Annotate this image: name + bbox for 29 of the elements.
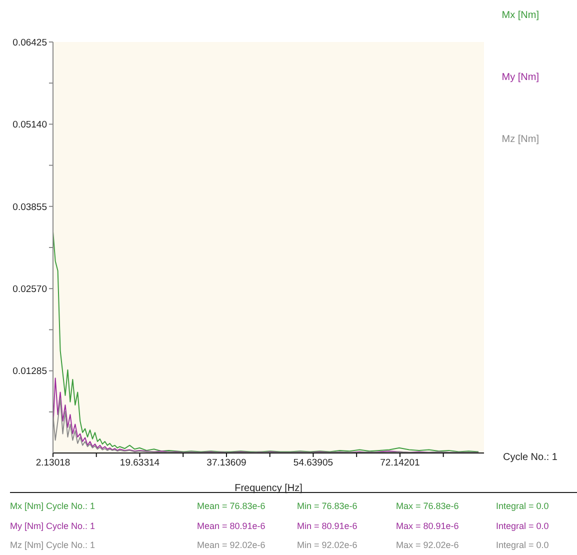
text: Min = 76.83e-6 [297, 501, 358, 511]
text: Integral = 0.0 [496, 540, 549, 550]
text: Integral = 0.0 [496, 501, 549, 511]
text: Cycle No.: 1 [503, 452, 558, 463]
y-tick-label: 0.01285 [12, 366, 47, 378]
x-tick-label: 19.63314 [120, 458, 160, 469]
text: Mean = 76.83e-6 [197, 501, 266, 511]
x-tick-label: 54.63905 [293, 458, 334, 469]
y-tick-label: 0.05140 [12, 120, 47, 131]
y-tick-label: 0.02570 [12, 284, 47, 295]
text: Mx [Nm] [502, 9, 539, 23]
x-tick-label: 37.13609 [206, 458, 246, 469]
text: Mx [Nm] Cycle No.: 1 [10, 501, 96, 511]
text: My [Nm] [502, 71, 539, 85]
text: Mz [Nm] [502, 133, 539, 147]
y-tick-label: 0.06425 [12, 37, 47, 48]
text: Min = 92.02e-6 [297, 540, 358, 550]
y-tick-label: 0.03855 [12, 202, 47, 213]
text: Max = 80.91e-6 [396, 520, 459, 530]
x-tick-label: 72.14201 [380, 458, 420, 469]
text: Mean = 92.02e-6 [197, 540, 266, 550]
text: Mz [Nm] Cycle No.: 1 [10, 540, 96, 550]
text: My [Nm] Cycle No.: 1 [10, 520, 96, 530]
text: Mean = 80.91e-6 [197, 520, 266, 530]
text: Integral = 0.0 [496, 520, 549, 530]
x-tick-label: 2.13018 [36, 458, 70, 469]
text: Min = 80.91e-6 [297, 520, 358, 530]
text: Max = 76.83e-6 [396, 501, 459, 511]
text: Max = 92.02e-6 [396, 540, 459, 550]
